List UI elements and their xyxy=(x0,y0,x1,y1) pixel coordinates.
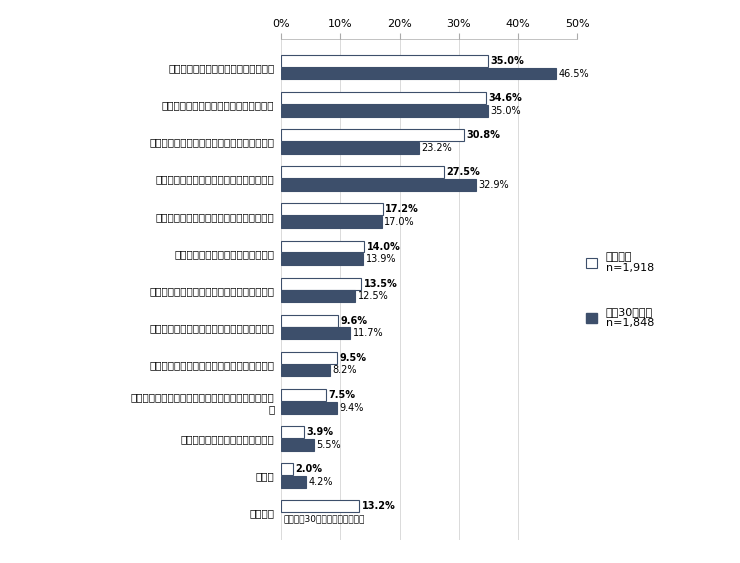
Text: 35.0%: 35.0% xyxy=(491,56,525,66)
Text: 3.9%: 3.9% xyxy=(306,427,334,437)
Text: 13.2%: 13.2% xyxy=(362,501,395,511)
Bar xyxy=(281,55,488,67)
Bar xyxy=(281,203,383,215)
Bar xyxy=(281,439,314,450)
Text: 17.2%: 17.2% xyxy=(386,204,419,215)
Bar xyxy=(281,426,304,438)
Bar xyxy=(281,105,488,117)
Bar xyxy=(281,501,360,512)
Text: 23.2%: 23.2% xyxy=(421,143,451,153)
Bar xyxy=(281,129,463,141)
Text: 9.4%: 9.4% xyxy=(339,403,363,413)
Bar xyxy=(281,401,337,414)
Bar xyxy=(281,142,419,154)
Bar xyxy=(281,476,306,488)
Bar xyxy=(281,389,326,401)
Text: 27.5%: 27.5% xyxy=(446,167,480,177)
Text: 30.8%: 30.8% xyxy=(466,130,500,140)
Text: 35.0%: 35.0% xyxy=(491,106,522,115)
Text: 2.0%: 2.0% xyxy=(295,464,323,474)
Text: 46.5%: 46.5% xyxy=(559,69,590,79)
Bar xyxy=(281,240,364,252)
Text: 8.2%: 8.2% xyxy=(332,365,357,376)
Bar xyxy=(281,352,337,364)
Text: 7.5%: 7.5% xyxy=(328,390,355,400)
Text: 13.9%: 13.9% xyxy=(366,254,397,264)
Bar xyxy=(281,365,330,377)
Text: 5.5%: 5.5% xyxy=(316,440,340,450)
Bar xyxy=(281,68,556,79)
Text: 12.5%: 12.5% xyxy=(357,291,389,301)
Bar xyxy=(281,291,355,302)
Text: 9.5%: 9.5% xyxy=(340,353,367,363)
Bar xyxy=(281,92,486,104)
Text: 34.6%: 34.6% xyxy=(488,93,522,103)
Bar xyxy=(281,278,361,289)
Text: 13.5%: 13.5% xyxy=(363,279,397,289)
Text: －（平成30年調査選択肢なし）: －（平成30年調査選択肢なし） xyxy=(283,515,365,524)
Bar xyxy=(281,179,476,191)
Bar xyxy=(281,216,382,228)
Text: 17.0%: 17.0% xyxy=(384,217,415,227)
Text: 14.0%: 14.0% xyxy=(366,242,400,252)
Text: 32.9%: 32.9% xyxy=(478,180,509,190)
Bar xyxy=(281,328,351,339)
Bar xyxy=(281,253,363,265)
Text: 4.2%: 4.2% xyxy=(309,477,333,487)
Legend: 今回調査
n=1,918, 平成30年調査
n=1,848: 今回調査 n=1,918, 平成30年調査 n=1,848 xyxy=(586,252,654,328)
Bar xyxy=(281,166,444,178)
Bar xyxy=(281,315,338,327)
Bar xyxy=(281,463,293,475)
Text: 9.6%: 9.6% xyxy=(340,316,367,326)
Text: 11.7%: 11.7% xyxy=(353,328,383,338)
